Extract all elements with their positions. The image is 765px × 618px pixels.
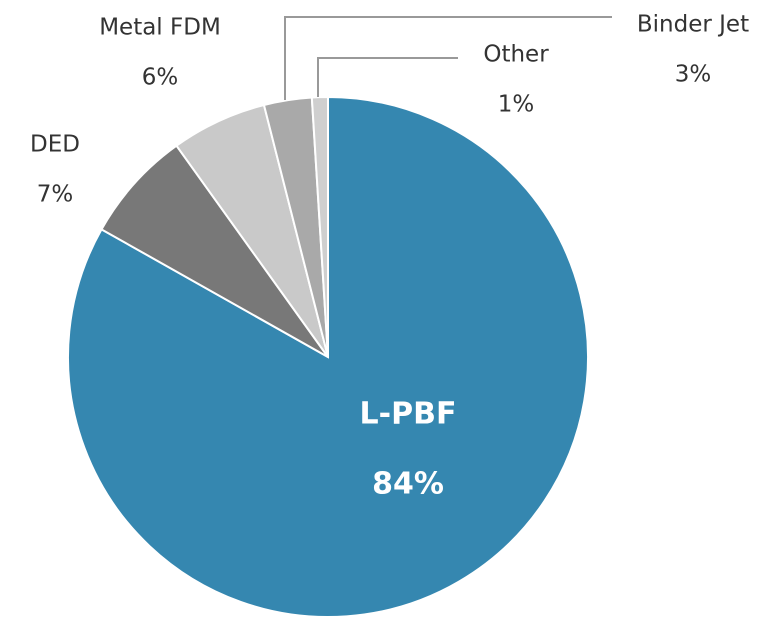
pie-slice [67,95,589,618]
value-label: 6% [142,65,179,91]
slice-label: Other [483,42,549,68]
slice-label: DED [30,132,80,158]
pie-slice [100,144,329,358]
slice-label: Binder Jet [637,12,749,38]
value-label: 84% [372,467,444,502]
leader-line [317,57,458,97]
leader-line [284,16,612,100]
pie-slice [310,95,329,358]
value-label: 7% [37,182,74,208]
value-label: 1% [498,92,535,118]
value-label: 3% [675,62,712,88]
slice-label: Metal FDM [99,15,221,41]
slice-label: L-PBF [360,397,457,432]
